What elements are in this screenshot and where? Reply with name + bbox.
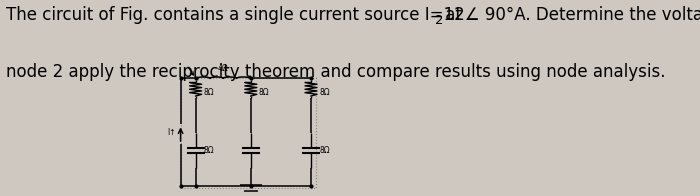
Text: node 2 apply the reciprocity theorem and compare results using node analysis.: node 2 apply the reciprocity theorem and… xyxy=(6,63,666,81)
Text: 2: 2 xyxy=(435,14,444,27)
Text: 8Ω: 8Ω xyxy=(259,88,270,97)
Text: I↑: I↑ xyxy=(167,128,176,137)
Text: at: at xyxy=(440,6,462,24)
Text: The circuit of Fig. contains a single current source I=12∠ 90°A. Determine the v: The circuit of Fig. contains a single cu… xyxy=(6,6,700,24)
Text: 8Ω: 8Ω xyxy=(204,88,214,97)
Text: 4Ω: 4Ω xyxy=(218,64,229,73)
Text: 8Ω: 8Ω xyxy=(204,146,214,155)
Text: 8Ω: 8Ω xyxy=(319,88,330,97)
Text: 8Ω: 8Ω xyxy=(319,146,330,155)
